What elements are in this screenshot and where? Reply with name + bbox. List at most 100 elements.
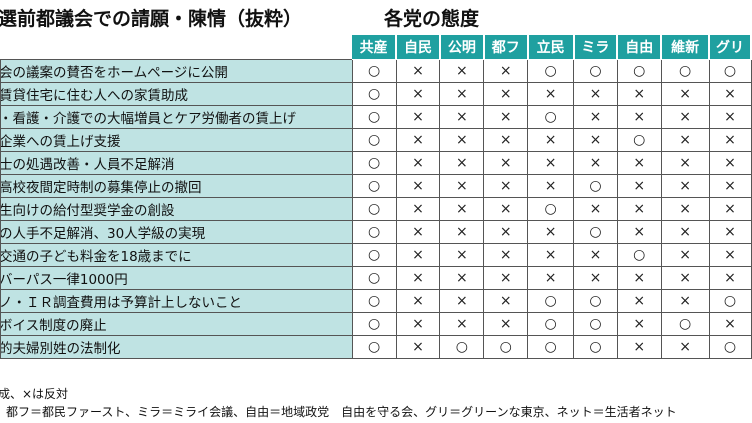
stance-mark: ×	[616, 81, 662, 106]
petition-item: ボイス制度の廃止	[0, 311, 353, 336]
stance-mark: ×	[616, 265, 662, 290]
stance-mark: ×	[660, 219, 710, 244]
stance-mark: ×	[527, 219, 574, 244]
table-row: 高校夜間定時制の募集停止の撤回 ○ × × × × ○ × × ×	[0, 173, 752, 198]
stance-mark: ×	[527, 173, 574, 198]
stance-mark: ○	[351, 265, 397, 290]
petition-item-label: 会の議案の賛否をホームページに公開	[0, 64, 228, 81]
stance-mark: ×	[708, 265, 752, 290]
party-header: 都フ	[483, 35, 529, 60]
stance-mark: ×	[395, 242, 441, 267]
stance-mark: ×	[395, 150, 441, 175]
party-header: 維新	[661, 35, 711, 60]
stance-mark: ○	[573, 219, 618, 244]
stance-mark: ×	[395, 219, 441, 244]
party-header: 自由	[617, 35, 663, 60]
stance-mark: ×	[573, 81, 618, 106]
stance-mark: ×	[660, 173, 710, 198]
petition-item-label: の人手不足解消、30人学級の実現	[0, 225, 206, 242]
stance-mark: ○	[573, 288, 618, 313]
stance-mark: ×	[573, 104, 618, 129]
stance-mark: ○	[573, 311, 618, 336]
stance-mark: ×	[483, 311, 529, 336]
stance-mark: ×	[439, 150, 485, 175]
stance-mark: ×	[483, 242, 529, 267]
petition-item: 会の議案の賛否をホームページに公開	[0, 58, 353, 83]
legend-note: 成、×は反対	[0, 387, 69, 401]
stance-mark: ○	[351, 127, 397, 152]
stance-mark: ×	[439, 288, 485, 313]
stance-mark: ○	[660, 58, 710, 83]
stance-mark: ×	[616, 311, 662, 336]
stance-mark: ○	[527, 334, 574, 359]
stance-mark: ×	[708, 311, 752, 336]
stance-mark: ○	[573, 173, 618, 198]
stance-mark: ×	[483, 288, 529, 313]
table-row: バーパス一律1000円 ○ × × × × × × × ×	[0, 265, 752, 290]
stance-mark: ×	[616, 334, 662, 359]
stance-mark: ×	[573, 196, 618, 221]
petition-item: の人手不足解消、30人学級の実現	[0, 219, 353, 244]
stance-mark: ×	[573, 150, 618, 175]
table-row: 会の議案の賛否をホームページに公開 ○ × × × ○ ○ ○ ○ ○	[0, 58, 752, 83]
petition-item-label: 賃貸住宅に住む人への家賃助成	[0, 87, 188, 104]
stance-mark: ○	[351, 150, 397, 175]
party-header: 共産	[352, 35, 398, 60]
stance-mark: ×	[660, 127, 710, 152]
stance-mark: ×	[660, 150, 710, 175]
page-title: 選前都議会での請願・陳情（抜粋）	[0, 8, 303, 30]
petition-item: ノ・ＩＲ調査費用は予算計上しないこと	[0, 288, 353, 313]
stance-mark: ×	[395, 58, 441, 83]
petition-item: 生向けの給付型奨学金の創設	[0, 196, 353, 221]
stance-mark: ×	[439, 173, 485, 198]
petition-item: 高校夜間定時制の募集停止の撤回	[0, 173, 353, 198]
stance-mark: ○	[351, 311, 397, 336]
table-row: 士の処遇改善・人員不足解消 ○ × × × × × × × ×	[0, 150, 752, 175]
abbreviation-note: 都フ＝都民ファースト、ミラ＝ミライ会議、自由＝地域政党 自由を守る会、グリ＝グリ…	[6, 405, 677, 419]
stance-mark: ×	[573, 242, 618, 267]
stance-mark: ×	[660, 81, 710, 106]
table-row: 交通の子ども料金を18歳までに ○ × × × × × ○ × ×	[0, 242, 752, 267]
stance-mark: ×	[395, 104, 441, 129]
stance-mark: ×	[573, 127, 618, 152]
stance-mark: ×	[439, 196, 485, 221]
petition-item: 企業への賃上げ支援	[0, 127, 353, 152]
table-row: 賃貸住宅に住む人への家賃助成 ○ × × × × × × × ×	[0, 81, 752, 106]
stance-mark: ○	[439, 334, 485, 359]
table-row: の人手不足解消、30人学級の実現 ○ × × × × ○ × × ×	[0, 219, 752, 244]
stance-mark: ×	[395, 81, 441, 106]
stance-mark: ○	[351, 196, 397, 221]
table-row: ボイス制度の廃止 ○ × × × ○ ○ × ○ ×	[0, 311, 752, 336]
party-header: 立民	[527, 35, 575, 60]
stance-mark: ×	[527, 242, 574, 267]
stance-mark: ×	[395, 334, 441, 359]
stance-mark: ×	[527, 81, 574, 106]
stance-mark: ○	[573, 334, 618, 359]
table-body: 会の議案の賛否をホームページに公開 ○ × × × ○ ○ ○ ○ ○ 賃貸住宅に住む人への家賃助成…	[0, 58, 752, 359]
stance-mark: ○	[527, 311, 574, 336]
stance-mark: ×	[483, 265, 529, 290]
stance-mark: ×	[483, 81, 529, 106]
petition-item-label: 企業への賃上げ支援	[0, 133, 121, 150]
table-row: ノ・ＩＲ調査費用は予算計上しないこと ○ × × × ○ ○ × × ○	[0, 288, 752, 313]
petition-item-label: 高校夜間定時制の募集停止の撤回	[0, 179, 202, 196]
stance-mark: ×	[616, 104, 662, 129]
stance-mark: ○	[351, 104, 397, 129]
stance-mark: ○	[351, 334, 397, 359]
stance-mark: ×	[660, 196, 710, 221]
stance-mark: ○	[527, 58, 574, 83]
table-row: ・看護・介護での大幅増員とケア労働者の賃上げ ○ × × × ○ × × × ×	[0, 104, 752, 129]
petition-item-label: 交通の子ども料金を18歳までに	[0, 248, 192, 265]
header: 選前都議会での請願・陳情（抜粋） 各党の態度	[0, 0, 752, 34]
table-row: 生向けの給付型奨学金の創設 ○ × × × ○ × × × ×	[0, 196, 752, 221]
stance-mark: ○	[527, 104, 574, 129]
stance-mark: ×	[708, 81, 752, 106]
stance-mark: ×	[483, 219, 529, 244]
stance-mark: ○	[351, 58, 397, 83]
stance-mark: ○	[708, 334, 752, 359]
party-header: 自民	[396, 35, 441, 60]
stance-mark: ×	[660, 334, 710, 359]
petition-item-label: バーパス一律1000円	[0, 271, 128, 288]
stance-mark: ×	[439, 219, 485, 244]
petition-item-label: 生向けの給付型奨学金の創設	[0, 202, 175, 219]
